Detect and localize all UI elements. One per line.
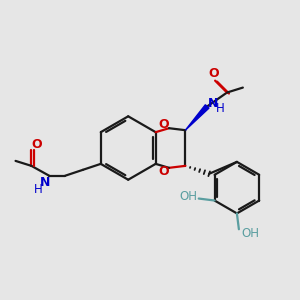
Text: H: H (34, 183, 43, 196)
Text: H: H (216, 102, 224, 115)
Text: O: O (158, 165, 169, 178)
Text: OH: OH (242, 227, 260, 240)
Text: N: N (208, 97, 218, 110)
Text: N: N (40, 176, 50, 189)
Text: O: O (31, 138, 42, 151)
Polygon shape (185, 105, 209, 130)
Text: O: O (209, 67, 219, 80)
Text: O: O (158, 118, 169, 131)
Text: OH: OH (180, 190, 198, 203)
